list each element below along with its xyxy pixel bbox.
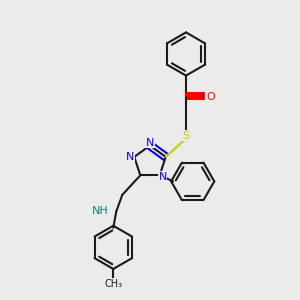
Text: N: N — [158, 172, 167, 182]
Text: O: O — [206, 92, 215, 102]
Text: NH: NH — [92, 206, 109, 216]
Text: N: N — [146, 137, 154, 148]
Text: S: S — [182, 130, 190, 141]
Text: CH₃: CH₃ — [104, 279, 122, 289]
Text: N: N — [126, 152, 134, 162]
